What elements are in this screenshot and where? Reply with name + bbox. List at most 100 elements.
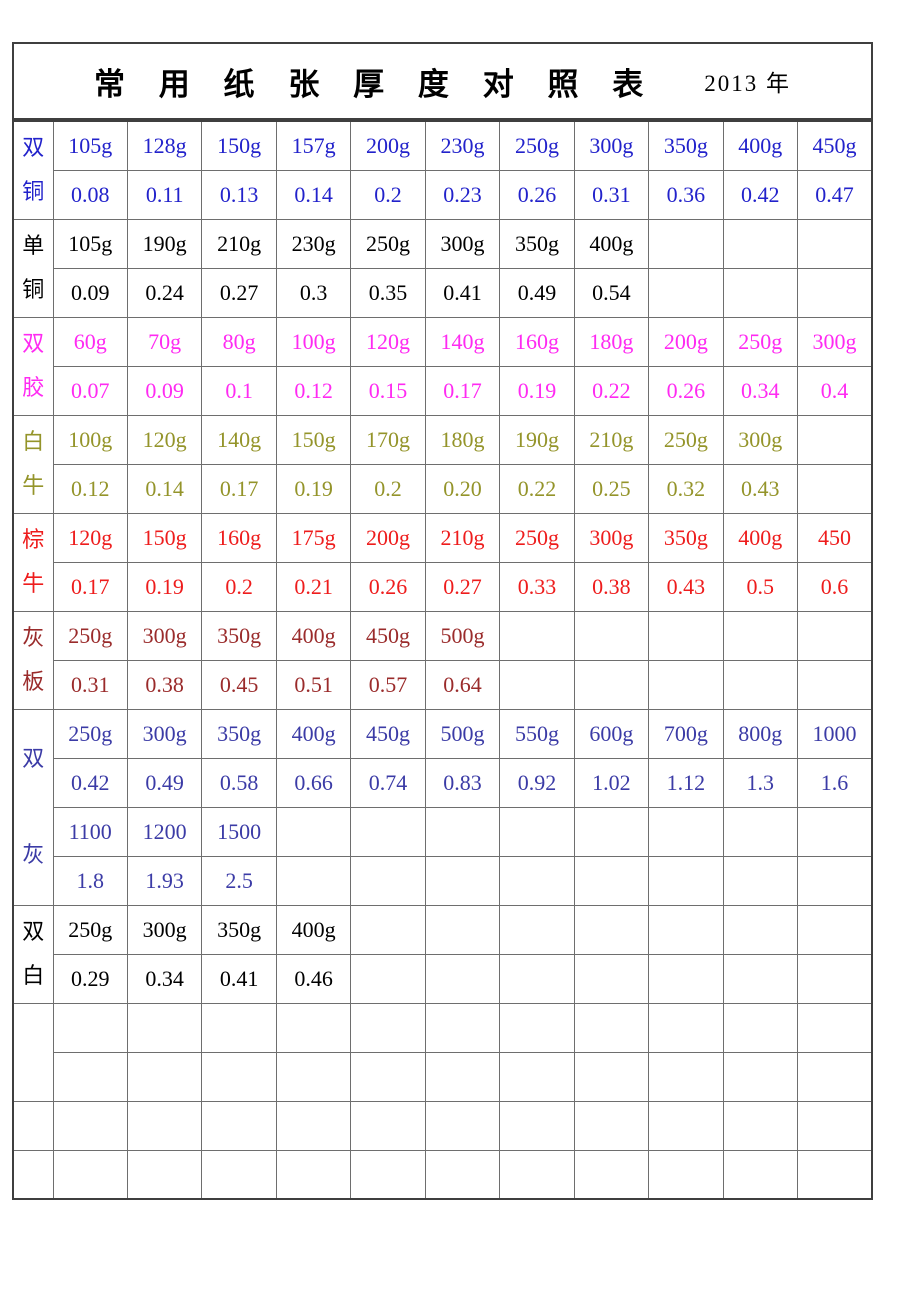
thickness-cell: 0.42: [722, 169, 799, 220]
empty-cell: [722, 1002, 799, 1053]
thickness-cell: 0.45: [201, 659, 277, 710]
thickness-cell: 0.27: [201, 267, 277, 318]
thickness-cell: 0.6: [797, 561, 873, 612]
empty-cell: [573, 953, 650, 1004]
empty-cell: [275, 1100, 352, 1151]
thickness-cell: 0.58: [201, 757, 277, 808]
weight-cell: 100g: [275, 316, 352, 367]
empty-cell: [722, 1100, 799, 1151]
thickness-cell: 0.34: [126, 953, 203, 1004]
weight-cell: 210g: [201, 218, 277, 269]
weight-cell: 350g: [648, 120, 724, 171]
thickness-cell: 0.19: [275, 463, 352, 514]
empty-cell: [722, 610, 799, 661]
thickness-cell: 0.38: [126, 659, 203, 710]
weight-cell: 700g: [648, 708, 724, 759]
weight-cell: 160g: [499, 316, 575, 367]
weight-cell: 350g: [201, 904, 277, 955]
empty-label-cell: [12, 1002, 54, 1102]
page-title: 常 用 纸 张 厚 度 对 照 表: [93, 66, 657, 102]
row-label: 双白: [12, 904, 54, 1004]
thickness-row: 0.17 0.19 0.2 0.21 0.26 0.27 0.33 0.38 0.43 0.5 0.…: [13, 561, 873, 612]
thickness-cell: 0.26: [648, 365, 724, 416]
weight-cell: 190g: [126, 218, 203, 269]
empty-cell: [797, 610, 873, 661]
weights-row: 双白 250g 300g 350g 400g: [12, 904, 873, 1004]
empty-cell: [350, 1100, 426, 1151]
thickness-cell: 0.11: [126, 169, 203, 220]
thickness-cell: 0.19: [126, 561, 203, 612]
weight-cell: 200g: [350, 512, 426, 563]
thickness-row: 0.08 0.11 0.13 0.14 0.2 0.23 0.26 0.31 0.36 0.42 0…: [13, 169, 873, 220]
thickness-cell: 0.92: [499, 757, 575, 808]
weights-row: 双胶 60g 70g 80g 100g 120g 140g 160g 180g 200g 250g 3…: [12, 316, 873, 416]
weights-row: 双灰 250g 300g 350g 400g 450g 500g 550g 600g 700g 80…: [12, 708, 873, 906]
empty-cell: [424, 1100, 501, 1151]
thickness-cell: 0.15: [350, 365, 426, 416]
empty-cell: [499, 953, 575, 1004]
weight-cell: 170g: [350, 414, 426, 465]
empty-cell: [648, 855, 724, 906]
empty-cell: [350, 953, 426, 1004]
empty-cell: [499, 1149, 575, 1200]
empty-cell: [424, 855, 501, 906]
table-body: 双铜 105g 128g 150g 157g 200g 230g 250g 300g 350g 40…: [12, 120, 873, 1200]
weight-cell: 200g: [648, 316, 724, 367]
weight-cell: 1500: [201, 806, 277, 857]
weight-cell: 1000: [797, 708, 873, 759]
weight-cell: 450g: [350, 610, 426, 661]
thickness-cell: 1.8: [52, 855, 128, 906]
thickness-cell: 0.51: [275, 659, 352, 710]
weight-cell: 400g: [573, 218, 650, 269]
weight-cell: 210g: [573, 414, 650, 465]
weight-cell: 300g: [722, 414, 799, 465]
row-label: 双胶: [12, 316, 54, 416]
thickness-cell: 0.66: [275, 757, 352, 808]
thickness-cell: 0.17: [52, 561, 128, 612]
thickness-cell: 0.43: [722, 463, 799, 514]
empty-cell: [573, 1149, 650, 1200]
empty-cell: [722, 267, 799, 318]
paper-thickness-sheet: 常 用 纸 张 厚 度 对 照 表 2013 年 双铜 105g 128g 150g 1…: [12, 42, 873, 1200]
thickness-cell: 0.25: [573, 463, 650, 514]
thickness-cell: 0.3: [275, 267, 352, 318]
thickness-cell: 0.1: [201, 365, 277, 416]
empty-cell: [648, 267, 724, 318]
thickness-cell: 0.41: [201, 953, 277, 1004]
empty-cell: [350, 806, 426, 857]
empty-cell: [499, 855, 575, 906]
empty-cell: [424, 904, 501, 955]
empty-cell: [797, 953, 873, 1004]
empty-cell: [797, 806, 873, 857]
empty-cell: [648, 218, 724, 269]
weight-cell: 100g: [52, 414, 128, 465]
row-label: 双灰: [12, 708, 54, 906]
weight-cell: 180g: [573, 316, 650, 367]
row-label: 棕牛: [12, 512, 54, 612]
weight-cell: 120g: [350, 316, 426, 367]
weight-cell: 157g: [275, 120, 352, 171]
thickness-cell: 0.74: [350, 757, 426, 808]
weight-cell: 250g: [499, 120, 575, 171]
empty-cell: [797, 1149, 873, 1200]
empty-cell: [275, 806, 352, 857]
weight-cell: 250g: [52, 708, 128, 759]
empty-cell: [722, 806, 799, 857]
empty-cell: [648, 1100, 724, 1151]
weights-row: 双铜 105g 128g 150g 157g 200g 230g 250g 300g 350g 40…: [12, 120, 873, 220]
thickness-cell: 0.54: [573, 267, 650, 318]
empty-cell: [52, 1149, 128, 1200]
weight-cell: 250g: [52, 610, 128, 661]
weights-row: 1100 1200 1500: [13, 806, 873, 857]
thickness-cell: 0.29: [52, 953, 128, 1004]
thickness-cell: 0.83: [424, 757, 501, 808]
empty-cell: [499, 1051, 575, 1102]
weight-cell: 230g: [275, 218, 352, 269]
empty-cell: [52, 1002, 128, 1053]
empty-cell: [797, 904, 873, 955]
empty-cell: [648, 659, 724, 710]
thickness-row: 0.09 0.24 0.27 0.3 0.35 0.41 0.49 0.54: [13, 267, 873, 318]
thickness-cell: 0.2: [350, 169, 426, 220]
empty-cell: [424, 953, 501, 1004]
empty-cell: [797, 463, 873, 514]
